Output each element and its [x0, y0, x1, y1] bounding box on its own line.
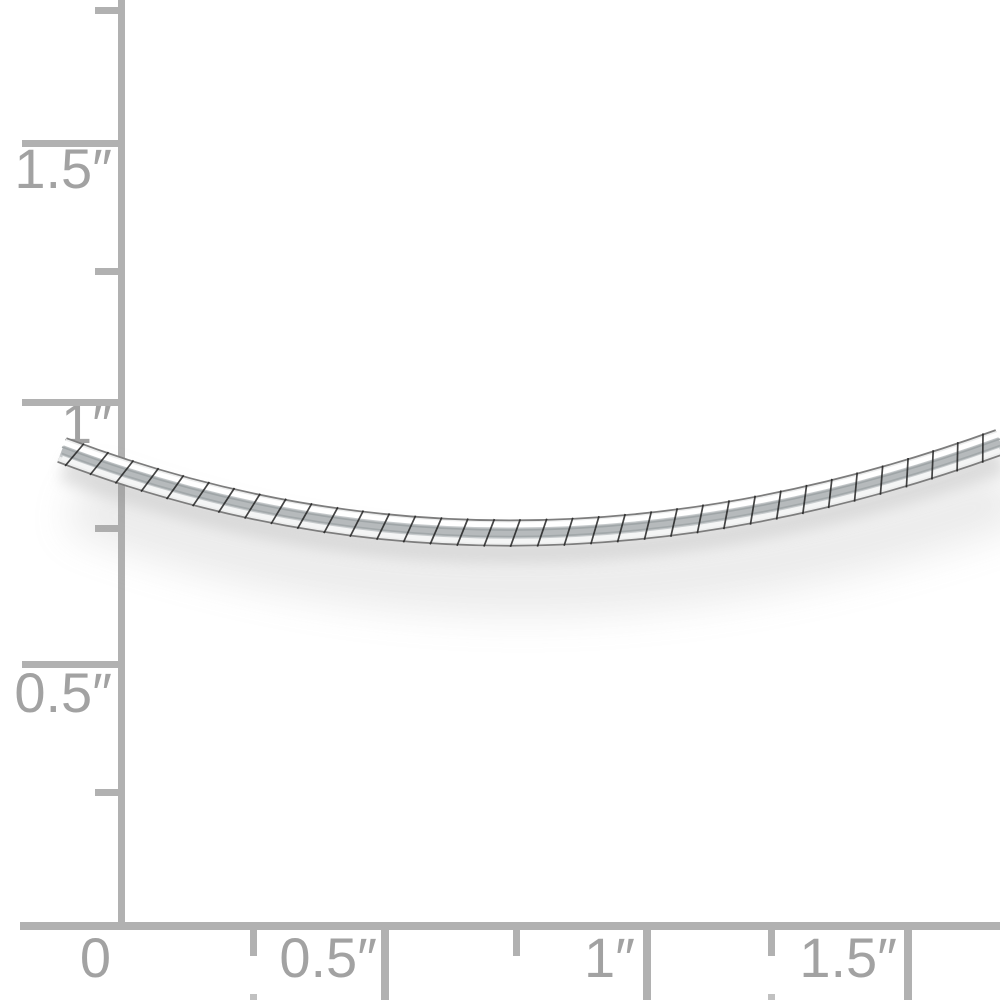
chain-wrap-line	[296, 502, 313, 530]
omega-chain	[57, 429, 1000, 614]
chain-highlight-lower	[61, 447, 1000, 544]
ruler-vertical-major-ticks	[22, 140, 118, 668]
chain-wrap-line	[270, 498, 287, 525]
chain-wrap-line	[827, 478, 833, 509]
chain-tube-core	[60, 437, 1000, 538]
chain-wrap-line	[349, 510, 365, 538]
chain-wrap-line	[509, 518, 522, 548]
chain-streak-lower	[61, 444, 1000, 538]
chain-wrap-line	[375, 513, 391, 541]
chain-wrap-line	[402, 515, 417, 543]
chain-wrap-line	[483, 518, 496, 547]
chain-wrap-line	[114, 459, 135, 485]
chain-wrap-line	[696, 504, 705, 534]
chain-wrap-line	[956, 442, 959, 472]
chain-wrap-line	[243, 493, 261, 520]
ruler-bottom-edge-stubs	[250, 994, 775, 1000]
ruler-horizontal-minor-ticks	[250, 930, 775, 956]
chain-wrap-line	[669, 508, 679, 537]
chain-wrap-line	[536, 518, 548, 547]
chain-streak-upper	[61, 438, 1000, 531]
ruler-label-horizontal-0-5in: 0.5″	[279, 926, 377, 989]
chain-wrap-line	[323, 506, 339, 534]
chain-wrap-line	[905, 457, 909, 488]
ruler-label-horizontal-1-5in: 1.5″	[799, 926, 897, 989]
chain-wrap-line	[456, 518, 469, 547]
chain-wrap-line	[931, 450, 935, 480]
chain-shadow	[59, 445, 1000, 564]
ruler-label-vertical-0-5in: 0.5″	[14, 661, 112, 724]
chain-wrap-line	[217, 487, 236, 514]
chain-wrap-line	[165, 474, 185, 500]
chain-wrap-line	[64, 442, 85, 467]
chain-wrap-lines	[64, 433, 984, 548]
chain-wrap-line	[801, 484, 808, 515]
chain-wrap-line	[89, 451, 110, 476]
chain-wrap-line	[616, 513, 627, 543]
ruler-label-horizontal-0in: 0	[79, 926, 111, 989]
chain-wrap-line	[853, 472, 859, 502]
chain-wrap-line	[722, 500, 731, 530]
chain-shadow-wash	[65, 468, 1000, 614]
ruler-horizontal-line	[20, 922, 1000, 930]
chain-wrap-line	[879, 465, 884, 495]
chain-wrap-line	[563, 517, 574, 546]
chain-wrap-line	[749, 495, 757, 525]
chain-wrap-line	[429, 517, 443, 545]
ruler-label-horizontal-1in: 1″	[584, 926, 635, 989]
ruler-horizontal-major-ticks	[381, 930, 912, 1000]
chain-wrap-line	[140, 467, 160, 493]
chain-wrap-line	[191, 481, 211, 507]
chain-wrap-line	[775, 490, 782, 520]
ruler-label-vertical-1-5in: 1.5″	[14, 137, 112, 200]
chain-wrap-line	[589, 515, 600, 545]
chain-wrap-line	[643, 511, 653, 541]
chain-highlight-upper	[61, 431, 1000, 528]
